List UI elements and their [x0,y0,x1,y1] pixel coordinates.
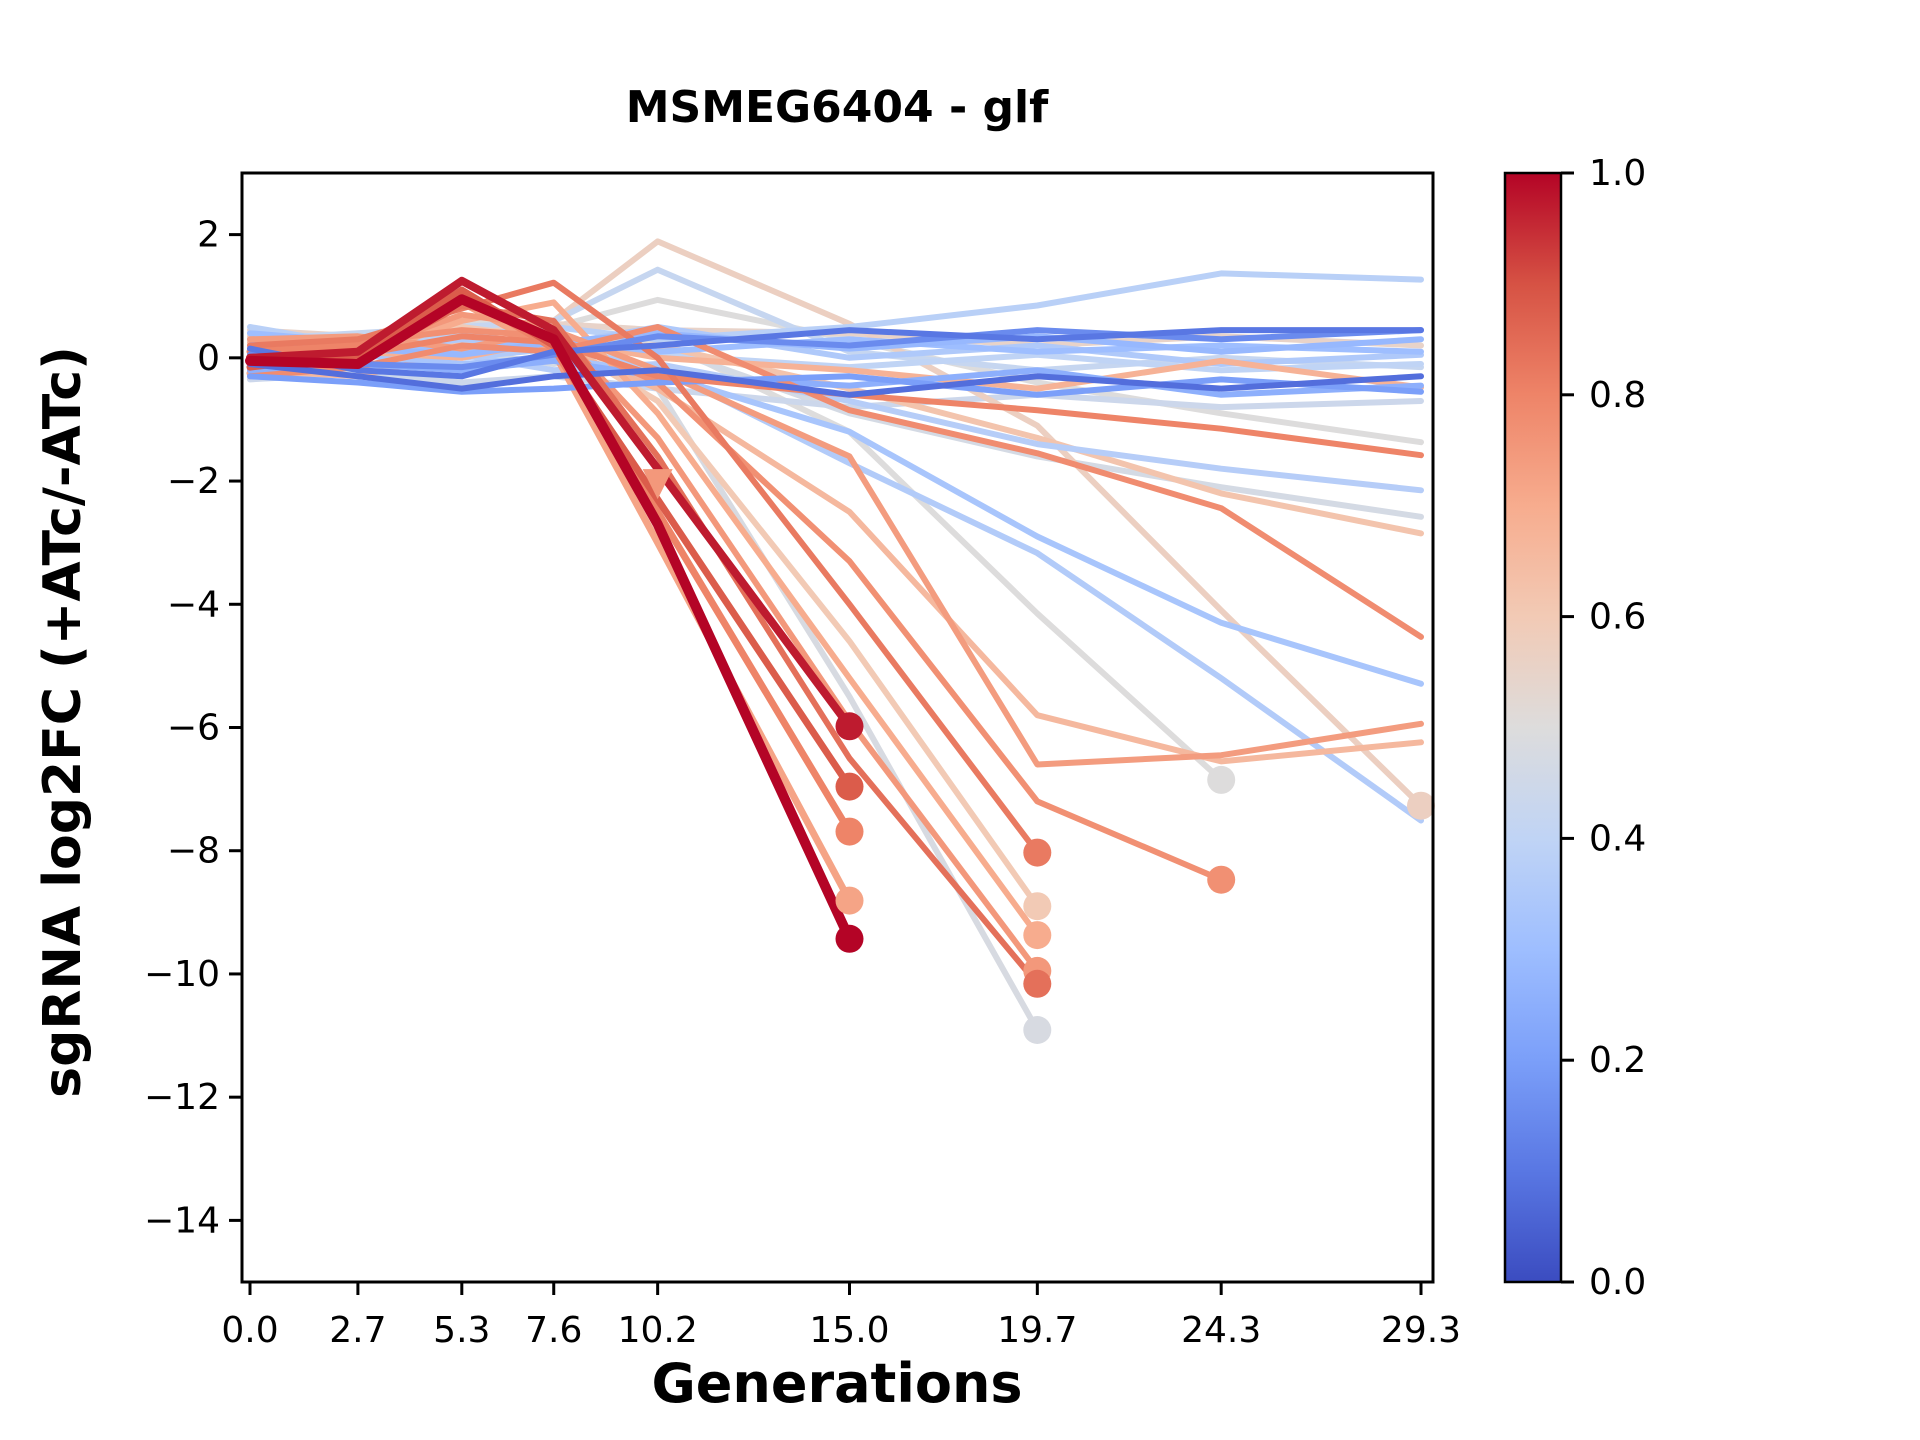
colorbar-tick-label: 0.2 [1589,1040,1646,1081]
endpoint-dot [1407,791,1435,820]
endpoint-dot [835,712,864,741]
y-axis-label: sgRNA log2FC (+ATc/-ATc) [33,346,93,1098]
endpoint-dot [1023,892,1052,921]
colorbar-tick-label: 0.4 [1589,818,1646,859]
x-tick-label: 10.2 [618,1310,698,1351]
colorbar-tick-label: 0.6 [1589,597,1646,638]
endpoint-dot [1023,969,1052,998]
x-tick-label: 29.3 [1381,1310,1461,1351]
colorbar-tick-label: 0.8 [1589,375,1646,416]
series-line [247,279,1041,856]
endpoint-dot [1207,765,1236,794]
y-tick-label: −2 [167,461,220,502]
colorbar-group: 0.0 0.2 0.4 0.6 0.8 1.0 [1503,153,1646,1303]
y-tick-label: −10 [144,954,220,995]
y-tick-label: −14 [144,1200,220,1241]
endpoint-dot [835,886,864,915]
colorbar-tick-label: 1.0 [1589,153,1646,194]
y-tick-label: −12 [144,1077,220,1118]
y-tick-label: 2 [197,215,220,256]
x-tick-label: 7.6 [525,1310,582,1351]
series-line [247,333,1424,459]
series-line [247,361,1424,398]
y-tick-label: −8 [167,831,220,872]
series-line [247,311,1041,974]
series-line [247,324,1424,640]
series-lines-group [245,238,1424,1033]
y-tick-label: 0 [197,338,220,379]
x-tick-label: 2.7 [329,1310,386,1351]
x-tick-label: 0.0 [221,1310,278,1351]
endpoint-dot [835,772,864,801]
x-tick-label: 5.3 [433,1310,490,1351]
y-tick-label: −4 [167,584,220,625]
endpoint-dot [1023,921,1052,950]
x-axis-label: Generations [651,1352,1022,1415]
endpoint-dot [835,924,864,953]
endpoint-dot [1207,865,1236,894]
x-tick-label: 24.3 [1181,1310,1261,1351]
endpoint-dot [1023,838,1052,867]
series-line [245,294,855,944]
endpoint-dot [1023,1016,1052,1044]
y-tick-label: −6 [167,708,220,749]
x-tick-label: 19.7 [997,1310,1077,1351]
series-line [246,276,854,731]
endpoint-dots-group [835,712,1435,1044]
axes-group: 0.0 2.7 5.3 7.6 10.2 15.0 19.7 24.3 29.3 2 0 −2 −4 −6… [144,171,1461,1351]
triangle-down-marker [642,469,673,500]
endpoint-dot [835,817,864,846]
series-line [247,327,1424,371]
x-tick-label: 15.0 [809,1310,889,1351]
colorbar [1503,171,1563,1284]
chart-title: MSMEG6404 - glf [626,82,1049,133]
series-line [247,327,1424,380]
extra-markers-group [642,469,673,500]
colorbar-tick-label: 0.0 [1589,1262,1646,1303]
